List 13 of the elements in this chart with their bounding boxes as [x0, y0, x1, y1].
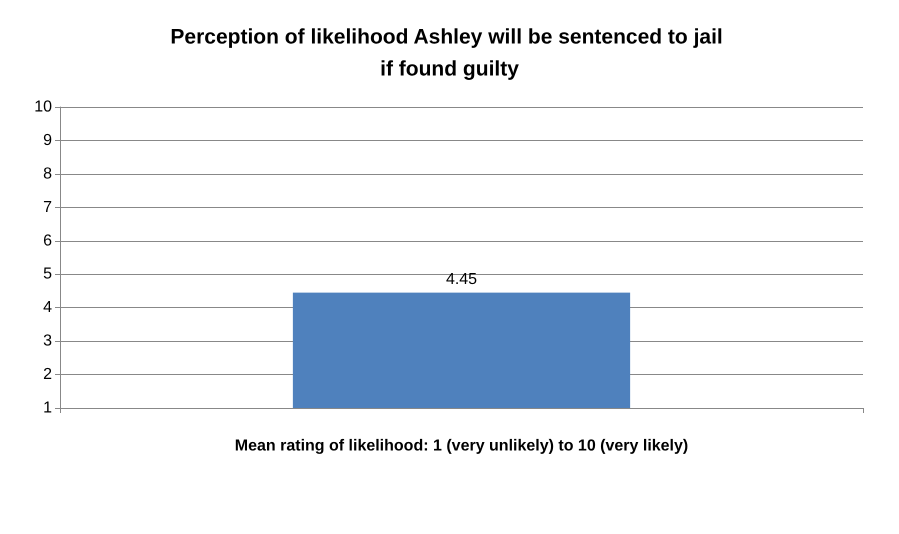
y-tick-label: 8 — [43, 165, 52, 182]
y-tick-label: 9 — [43, 132, 52, 149]
y-tick-label: 1 — [43, 400, 52, 416]
y-tick-label: 5 — [43, 266, 52, 283]
y-tick-label: 6 — [43, 232, 52, 250]
chart-title: Perception of likelihood Ashley will be sentenced to jail if found guilty — [170, 26, 729, 80]
y-tick-label: 10 — [34, 98, 52, 116]
y-tick-label: 4 — [43, 299, 52, 316]
x-axis-title: Mean rating of likelihood: 1 (very unlikely) to 10 (very likely) — [234, 438, 688, 454]
data-label: 4.45 — [446, 271, 478, 288]
y-tick-label: 2 — [43, 366, 52, 384]
y-tick-label: 7 — [43, 198, 52, 216]
y-tick-label: 3 — [43, 332, 52, 350]
